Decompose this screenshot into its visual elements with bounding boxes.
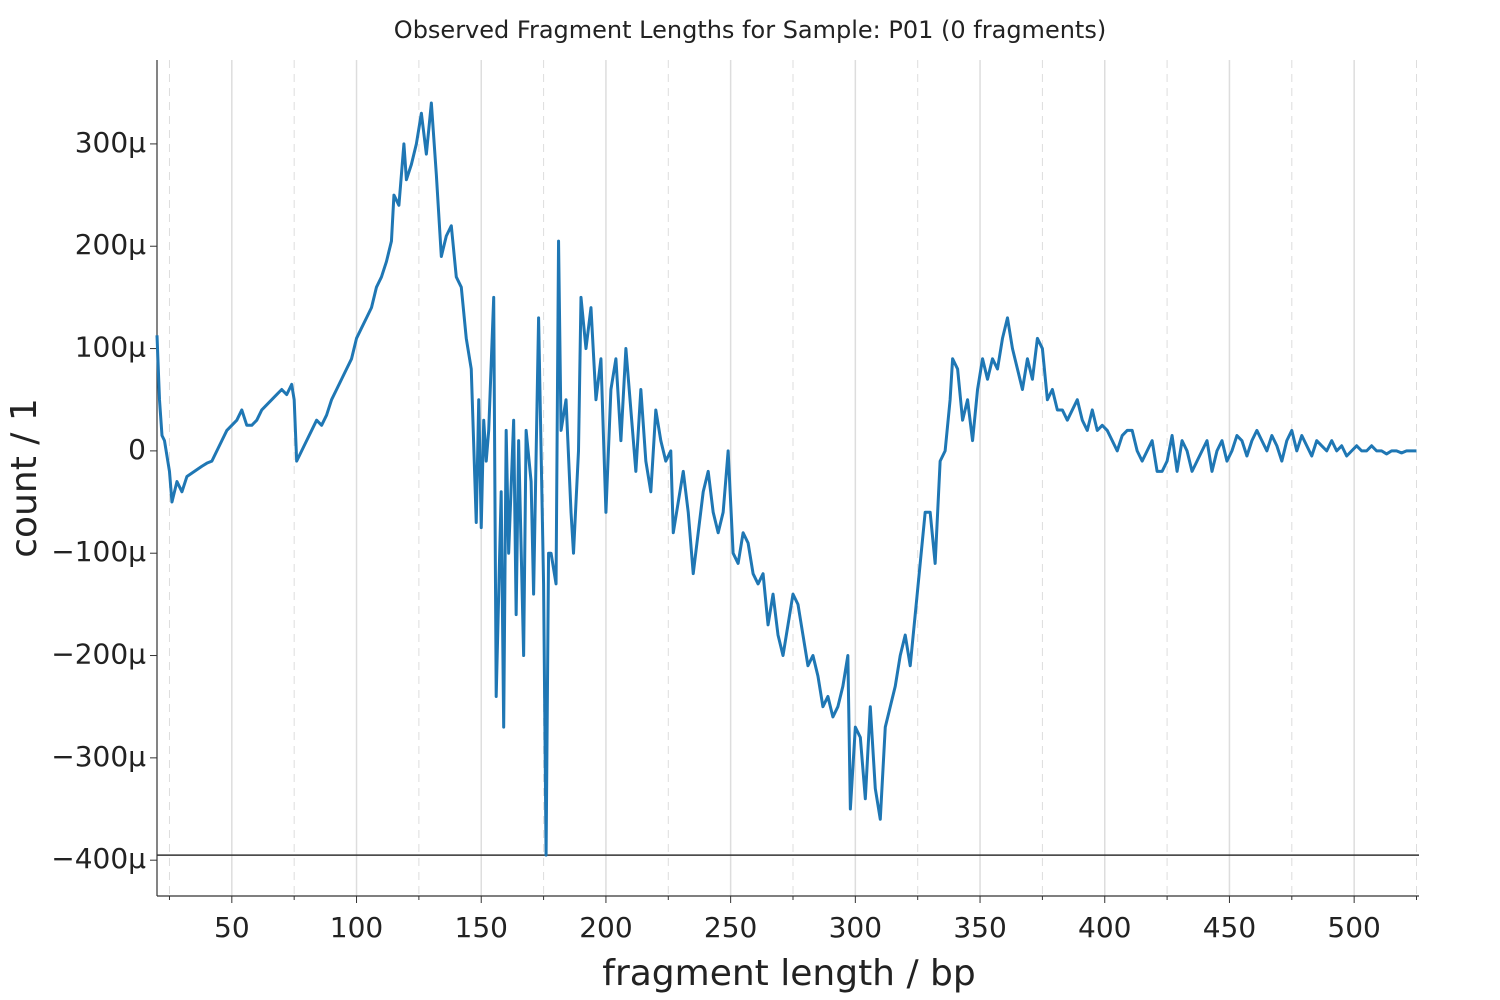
y-tick-label: −300μ: [51, 740, 146, 773]
x-tick-label: 400: [1078, 911, 1131, 944]
x-tick-label: 150: [455, 911, 508, 944]
x-tick-label: 350: [953, 911, 1006, 944]
x-tick-label: 300: [829, 911, 882, 944]
y-tick-label: 100μ: [75, 331, 146, 364]
x-tick-label: 450: [1203, 911, 1256, 944]
y-tick-label: 300μ: [75, 126, 146, 159]
x-tick-label: 50: [214, 911, 250, 944]
x-tick-label: 200: [579, 911, 632, 944]
chart-title: Observed Fragment Lengths for Sample: P0…: [394, 16, 1106, 44]
y-axis-label: count / 1: [4, 398, 45, 558]
y-tick-label: 200μ: [75, 228, 146, 261]
y-tick-label: −400μ: [51, 842, 146, 875]
x-tick-label: 250: [704, 911, 757, 944]
y-tick-label: 0: [128, 433, 146, 466]
y-tick-label: −100μ: [51, 535, 146, 568]
y-tick-label: −200μ: [51, 638, 146, 671]
x-tick-label: 500: [1327, 911, 1380, 944]
x-axis-label: fragment length / bp: [602, 953, 975, 994]
data-line: [155, 101, 1417, 857]
x-tick-label: 100: [330, 911, 383, 944]
